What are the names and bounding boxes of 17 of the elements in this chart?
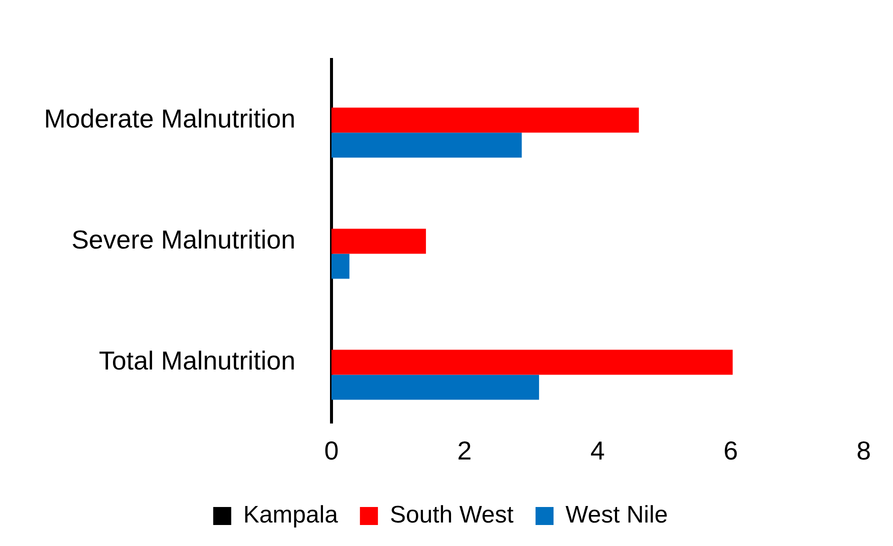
bar (331, 350, 733, 375)
bar (331, 228, 426, 254)
bar (331, 254, 350, 279)
y-tick-label: Moderate Malnutrition (44, 103, 296, 134)
x-tick-label: 0 (324, 436, 339, 466)
x-tick-label: 6 (723, 436, 738, 466)
bar (331, 374, 540, 400)
bar (331, 132, 522, 158)
legend-label: South West (390, 502, 514, 529)
x-tick-label: 8 (856, 436, 872, 466)
y-tick-label: Severe Malnutrition (71, 224, 296, 254)
y-tick-label: Total Malnutrition (98, 345, 296, 376)
x-tick-label: 4 (590, 436, 605, 466)
bar (331, 108, 639, 133)
legend-label: Kampala (243, 502, 339, 529)
x-tick-label: 2 (457, 436, 472, 466)
legend-label: West Nile (566, 502, 668, 529)
